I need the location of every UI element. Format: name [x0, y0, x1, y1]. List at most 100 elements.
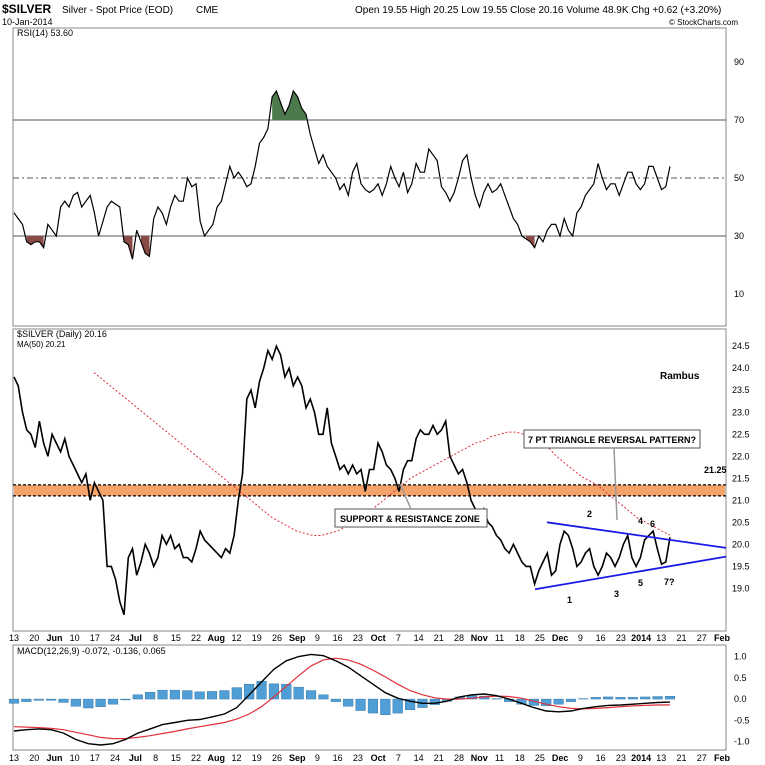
- triangle-point-label: 7?: [664, 577, 675, 587]
- price-tick-label: 20.5: [732, 517, 750, 527]
- x-tick-label: 24: [110, 633, 120, 643]
- macd-histogram-bar: [380, 698, 391, 716]
- x-tick-label: Sep: [289, 633, 306, 643]
- x-tick-label: 14: [414, 753, 424, 763]
- rsi-tick-label: 30: [734, 231, 744, 241]
- macd-tick-label: 0.5: [734, 673, 747, 683]
- x-tick-label: 2014: [631, 633, 651, 643]
- price-tick-label: 24.5: [732, 341, 750, 351]
- x-tick-label: Oct: [371, 633, 386, 643]
- chart-exchange: CME: [196, 5, 219, 16]
- x-tick-label: Jul: [129, 633, 142, 643]
- macd-histogram-bar: [182, 690, 193, 700]
- x-tick-label: 8: [153, 753, 158, 763]
- macd-histogram-bar: [256, 680, 267, 700]
- price-panel: $SILVER (Daily) 20.16 MA(50) 20.21 24.5 2…: [12, 328, 750, 632]
- rsi-line: [13, 89, 671, 260]
- macd-histogram-bar: [565, 698, 577, 702]
- macd-histogram-bar: [157, 689, 168, 700]
- macd-histogram-bar: [33, 698, 44, 701]
- macd-histogram-bar: [46, 698, 57, 701]
- ma-title: MA(50) 20.21: [17, 340, 66, 349]
- x-tick-label: 28: [454, 633, 464, 643]
- x-tick-label: 13: [656, 633, 666, 643]
- x-tick-label: Nov: [471, 753, 488, 763]
- macd-histogram-bar: [194, 691, 205, 700]
- x-tick-label: 26: [272, 753, 282, 763]
- x-tick-label: 23: [616, 753, 626, 763]
- macd-histogram-bar: [244, 683, 255, 700]
- annotation-triangle-pattern: 7 PT TRIANGLE REVERSAL PATTERN?: [528, 435, 696, 445]
- x-tick-label: 18: [515, 753, 525, 763]
- macd-histogram-bar: [120, 698, 131, 701]
- triangle-callout-pointer: [613, 447, 618, 521]
- x-tick-label: 24: [110, 753, 120, 763]
- macd-histogram-bar: [392, 698, 403, 714]
- triangle-point-label: 6: [650, 519, 655, 529]
- price-line: [13, 344, 671, 616]
- macd-histogram-bar: [107, 698, 119, 705]
- x-tick-label: Nov: [471, 633, 488, 643]
- macd-histogram-bar: [355, 698, 366, 711]
- macd-histogram-bar: [318, 694, 329, 700]
- price-tick-label: 21.0: [732, 495, 750, 505]
- macd-histogram-bar: [603, 696, 614, 700]
- macd-line: [13, 653, 671, 746]
- chart-symbol: $SILVER: [2, 2, 51, 16]
- x-tick-label: 21: [677, 633, 687, 643]
- x-tick-label: 12: [232, 633, 242, 643]
- credit-label: © StockCharts.com: [669, 18, 738, 27]
- rsi-tick-label: 10: [734, 289, 744, 299]
- price-tick-label: 19.0: [732, 583, 750, 593]
- macd-histogram-bar: [231, 687, 242, 700]
- ma50-line: [93, 372, 671, 536]
- x-tick-label: 7: [396, 753, 401, 763]
- price-tick-label: 22.5: [732, 429, 750, 439]
- macd-histogram-bar: [652, 696, 663, 700]
- x-tick-label: 10: [70, 753, 80, 763]
- x-tick-label: 21: [434, 633, 444, 643]
- price-tick-label: 22.0: [732, 451, 750, 461]
- macd-signal-line: [13, 657, 671, 740]
- macd-histogram-bar: [305, 690, 317, 700]
- x-tick-label: Oct: [371, 753, 386, 763]
- macd-histogram-bar: [553, 698, 564, 705]
- x-tick-label: 23: [353, 753, 363, 763]
- macd-histogram-bar: [219, 690, 230, 700]
- rsi-oversold-fill: [140, 236, 150, 257]
- triangle-point-label: 1: [567, 595, 572, 605]
- price-tick-label: 24.0: [732, 363, 750, 373]
- quote-summary: Open 19.55 High 20.25 Low 19.55 Close 20…: [355, 5, 721, 16]
- x-tick-label: 27: [697, 753, 707, 763]
- x-tick-label: 7: [396, 633, 401, 643]
- x-tick-label: Feb: [714, 633, 731, 643]
- rsi-tick-label: 50: [734, 173, 744, 183]
- x-tick-label: 9: [578, 633, 583, 643]
- macd-histogram-bar: [70, 698, 81, 707]
- x-tick-label: Jun: [46, 633, 62, 643]
- x-tick-label: 15: [171, 753, 181, 763]
- macd-histogram-bar: [590, 697, 601, 700]
- x-tick-label: 13: [9, 633, 19, 643]
- x-tick-label: 28: [454, 753, 464, 763]
- x-tick-label: 14: [414, 633, 424, 643]
- macd-histogram-bar: [95, 698, 106, 707]
- macd-histogram-bar: [367, 698, 379, 714]
- annotation-level: 21.25: [704, 465, 727, 475]
- x-tick-label: 16: [333, 753, 343, 763]
- macd-title: MACD(12,26,9) -0.072, -0.136, 0.065: [17, 646, 166, 656]
- x-tick-label: Aug: [208, 633, 226, 643]
- macd-histogram-bar: [330, 698, 341, 702]
- macd-histogram-bar: [83, 698, 94, 709]
- x-tick-label: 20: [29, 753, 39, 763]
- macd-histogram-bar: [293, 686, 304, 700]
- macd-histogram-bar: [343, 698, 354, 707]
- x-tick-label: 21: [434, 753, 444, 763]
- price-tick-label: 19.5: [732, 561, 750, 571]
- x-tick-label: 9: [315, 633, 320, 643]
- x-tick-label: Dec: [552, 753, 569, 763]
- x-tick-label: 27: [697, 633, 707, 643]
- x-tick-label: 2014: [631, 753, 651, 763]
- x-tick-label: Feb: [714, 753, 731, 763]
- annotation-sr-zone: SUPPORT & RESISTANCE ZONE: [340, 514, 480, 524]
